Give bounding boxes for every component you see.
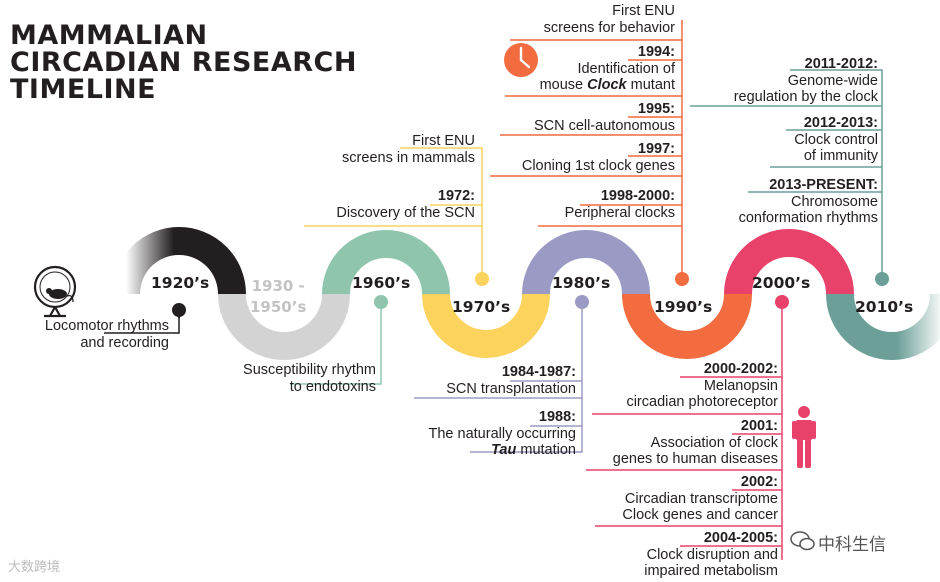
dot-1960s (374, 295, 388, 309)
event-first-enu-behavior: First ENU screens for behavior (543, 3, 675, 36)
watermark-right: 中科生信 (818, 535, 886, 554)
wave-segment-2000s (724, 229, 854, 295)
wave-segment-1920s (112, 227, 246, 295)
dot-2000s (775, 295, 789, 309)
event-1995: 1995: SCN cell-autonomous (533, 101, 675, 134)
event-2011-2012: 2011-2012: Genome-wide regulation by the… (733, 56, 878, 105)
event-2002: 2002: Circadian transcriptome Clock gene… (622, 474, 778, 523)
mouse-running-wheel-icon (33, 265, 77, 318)
dot-1980s (575, 295, 589, 309)
event-2012-2013: 2012-2013: Clock control of immunity (794, 115, 878, 164)
title-line-2: CIRCADIAN RESEARCH (10, 47, 357, 78)
wave-segment-1960s (322, 230, 450, 295)
decade-1970s: 1970’s (452, 298, 511, 316)
wave-segment-2010s (826, 293, 940, 360)
event-2001: 2001: Association of clock genes to huma… (612, 418, 778, 467)
clock-icon (504, 43, 538, 77)
title-line-3: TIMELINE (10, 74, 157, 105)
wave-segment-1980s (522, 230, 650, 295)
event-2004-2005: 2004-2005: Clock disruption and impaired… (644, 530, 778, 579)
dot-2010s (875, 272, 889, 286)
decade-1930-1950s: 1930 - 1950’s (250, 277, 307, 316)
decade-2010s: 2010’s (855, 298, 914, 316)
decade-1920s: 1920’s (151, 274, 210, 292)
event-2013-present: 2013-PRESENT: Chromosome conformation rh… (738, 177, 878, 226)
wave-segment-1990s (622, 293, 752, 359)
wave-segment-1930s (218, 293, 350, 360)
event-1984-1987: 1984-1987: SCN transplantation (446, 364, 576, 397)
wave-segment-1970s (422, 293, 550, 358)
dot-1920s (172, 303, 186, 317)
event-1960s: Susceptibility rhythm to endotoxins (243, 362, 376, 395)
dot-1990s (675, 272, 689, 286)
event-1988: 1988: The naturally occurring Tau mutati… (428, 409, 577, 458)
event-2000-2002: 2000-2002: Melanopsin circadian photorec… (626, 361, 778, 410)
decade-1960s: 1960’s (352, 274, 411, 292)
event-first-enu-mammals: First ENU screens in mammals (342, 133, 475, 166)
event-1972: 1972: Discovery of the SCN (336, 188, 475, 221)
event-1994: 1994: Identification of mouse Clock muta… (539, 44, 675, 93)
event-1998-2000: 1998-2000: Peripheral clocks (564, 188, 675, 221)
decade-1980s: 1980’s (552, 274, 611, 292)
decade-2000s: 2000’s (752, 274, 811, 292)
decade-1990s: 1990’s (654, 298, 713, 316)
person-icon (792, 406, 816, 468)
wechat-icon (790, 531, 815, 551)
title-line-1: MAMMALIAN (10, 20, 208, 51)
dot-1970s (475, 272, 489, 286)
page-title: MAMMALIAN CIRCADIAN RESEARCH TIMELINE (10, 22, 357, 103)
watermark-left: 大数跨境 (8, 559, 61, 574)
event-1920s: Locomotor rhythms and recording (44, 318, 169, 351)
event-1997: 1997: Cloning 1st clock genes (521, 141, 675, 174)
